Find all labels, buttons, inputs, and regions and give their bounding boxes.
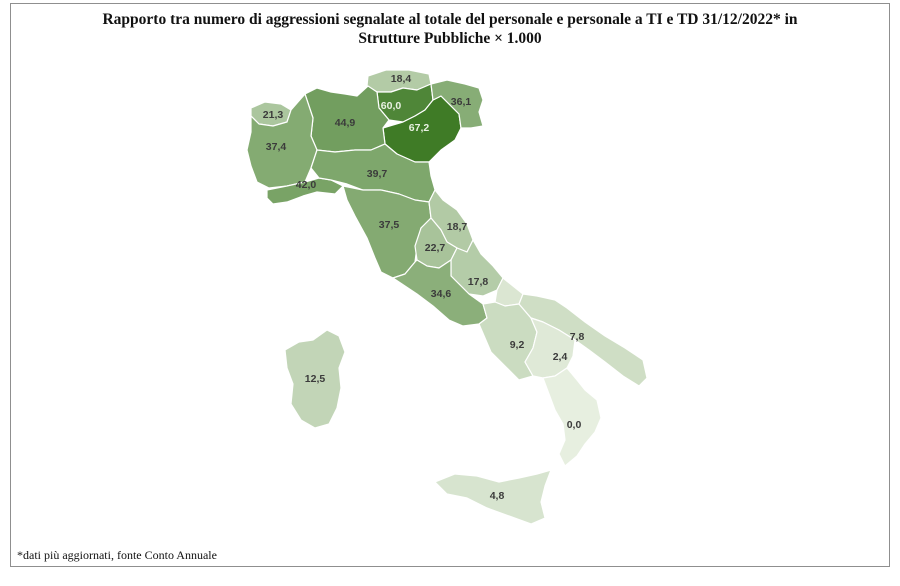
region-liguria — [266, 177, 344, 205]
region-lazio — [392, 259, 488, 327]
value-label-umbria: 22,7 — [425, 242, 446, 254]
title-line-1: Rapporto tra numero di aggressioni segna… — [102, 11, 798, 28]
italy-map: 18,4 60,0 67,2 36,1 21,3 44,9 37,4 42,0 39,7 37,5… — [246, 69, 648, 525]
map-title: Rapporto tra numero di aggressioni segna… — [11, 10, 889, 48]
value-label-lombardia: 44,9 — [335, 117, 356, 129]
value-label-emilia-romagna: 39,7 — [367, 168, 388, 180]
value-label-friuli-venezia-giulia: 36,1 — [451, 96, 472, 108]
value-label-toscana: 37,5 — [379, 219, 400, 231]
region-calabria — [542, 367, 602, 467]
map-frame: Rapporto tra numero di aggressioni segna… — [10, 3, 890, 567]
region-sardegna — [284, 329, 346, 429]
region-friuli-venezia-giulia — [430, 79, 484, 129]
value-label-veneto: 67,2 — [409, 122, 430, 134]
region-emilia-romagna — [310, 143, 436, 203]
value-label-calabria: 0,0 — [567, 419, 582, 431]
value-label-sardegna: 12,5 — [305, 373, 326, 385]
value-label-lazio: 34,6 — [431, 288, 452, 300]
value-label-sicilia: 4,8 — [490, 490, 505, 502]
value-label-puglia: 7,8 — [570, 331, 585, 343]
value-label-trentino-alto-adige-trento: 60,0 — [381, 100, 402, 112]
value-label-trentino-alto-adige-bolzano: 18,4 — [391, 73, 412, 85]
footnote: *dati più aggiornati, fonte Conto Annual… — [17, 548, 217, 562]
value-label-liguria: 42,0 — [296, 179, 317, 191]
value-label-abruzzo: 17,8 — [468, 276, 489, 288]
title-line-2: Strutture Pubbliche × 1.000 — [358, 30, 542, 47]
value-label-valle-d-aosta: 21,3 — [263, 109, 284, 121]
value-label-basilicata: 2,4 — [553, 351, 568, 363]
region-sicilia — [434, 469, 552, 525]
value-label-marche: 18,7 — [447, 221, 468, 233]
value-label-campania: 9,2 — [510, 339, 525, 351]
value-label-piemonte: 37,4 — [266, 141, 287, 153]
